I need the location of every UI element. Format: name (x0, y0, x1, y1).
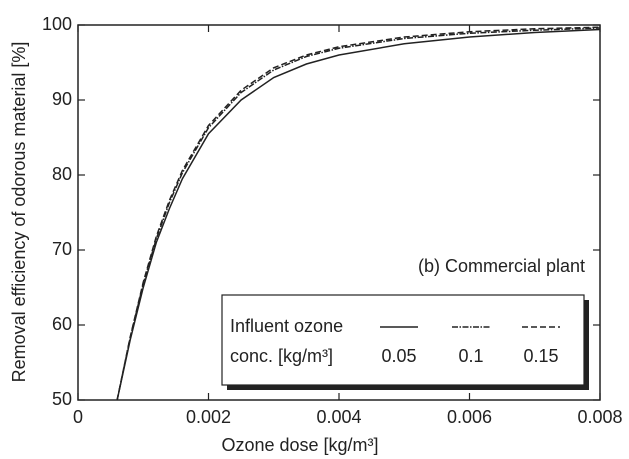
legend-label: 0.05 (381, 346, 416, 366)
x-tick-label: 0.002 (186, 407, 231, 427)
legend-box (221, 294, 585, 386)
y-tick-label: 90 (52, 89, 72, 109)
x-tick-label: 0.004 (316, 407, 361, 427)
x-tick-label: 0.008 (577, 407, 622, 427)
legend-label: 0.1 (458, 346, 483, 366)
series-line (116, 27, 601, 401)
y-tick-label: 50 (52, 389, 72, 409)
series-line (116, 28, 601, 401)
x-tick-label: 0 (73, 407, 83, 427)
x-tick-label: 0.006 (447, 407, 492, 427)
annotation: (b) Commercial plant (418, 256, 585, 276)
y-tick-label: 80 (52, 164, 72, 184)
legend-label: 0.15 (523, 346, 558, 366)
legend-title: Influent ozone (230, 316, 343, 336)
y-tick-label: 70 (52, 239, 72, 259)
x-axis-label: Ozone dose [kg/m³] (221, 435, 378, 455)
y-tick-label: 60 (52, 314, 72, 334)
y-tick-label: 100 (42, 14, 72, 34)
legend-title: conc. [kg/m³] (230, 346, 333, 366)
series-line (116, 26, 601, 401)
y-axis-label: Removal efficiency of odorous material [… (9, 42, 29, 383)
